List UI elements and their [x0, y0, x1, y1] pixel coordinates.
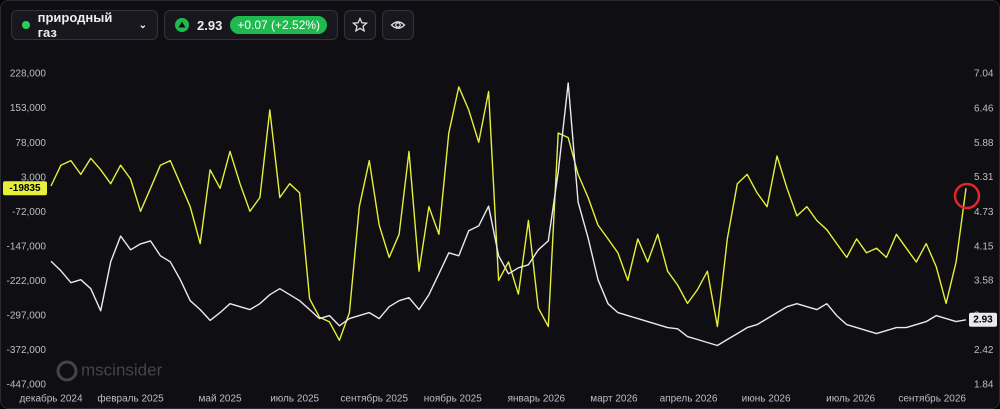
- x-tick-label: ноябрь 2025: [424, 393, 482, 405]
- series-line: [50, 82, 967, 347]
- y2-tick-label: 5.31: [974, 172, 994, 183]
- instrument-selector[interactable]: природный газ ⌄: [11, 10, 158, 40]
- y-tick-label: -72,000: [12, 207, 46, 218]
- toolbar: природный газ ⌄ 2.93 +0.07 (+2.52%): [11, 10, 415, 40]
- y2-tick-label: 7.04: [974, 69, 994, 80]
- x-tick-label: сентябрь 2026: [898, 393, 966, 405]
- y2-tick-label: 4.15: [974, 241, 994, 252]
- current-value-badge: [3, 181, 47, 196]
- favorite-button[interactable]: [344, 10, 377, 40]
- status-dot: [22, 21, 30, 29]
- instrument-name: природный газ: [37, 10, 113, 40]
- y-tick-label: -222,000: [7, 276, 47, 287]
- current-value-badge: [969, 312, 997, 327]
- chevron: ⌄: [138, 19, 147, 31]
- x-tick-label: сентябрь 2025: [340, 393, 408, 405]
- y-tick-label: -372,000: [7, 345, 47, 356]
- y-tick-label: 3,000: [21, 172, 46, 183]
- y2-tick-label: 1.84: [974, 380, 994, 391]
- current-value-label: -19835: [9, 183, 41, 194]
- series-line: [50, 86, 967, 341]
- star-icon: [352, 17, 369, 33]
- x-tick-label: апрель 2026: [660, 394, 718, 405]
- x-tick-label: январь 2026: [508, 394, 566, 405]
- y-tick-label: -297,000: [7, 311, 47, 322]
- eye-icon: [390, 21, 406, 29]
- watermark-text: mscinsider: [81, 360, 163, 379]
- y-tick-label: -447,000: [7, 380, 47, 391]
- watermark: mscinsider: [56, 360, 163, 382]
- price: 2.93: [197, 17, 223, 33]
- y-tick-label: -147,000: [7, 241, 47, 252]
- y-tick-label: 228,000: [10, 69, 47, 80]
- x-tick-label: июль 2025: [270, 394, 319, 405]
- x-tick-label: июль 2026: [826, 394, 875, 405]
- price-box: 2.93 +0.07 (+2.52%): [164, 10, 339, 40]
- price-change: +0.07 (+2.52%): [230, 16, 328, 34]
- x-tick-label: март 2026: [590, 394, 638, 405]
- y2-tick-label: 3.58: [974, 276, 994, 287]
- y2-tick-label: 2.42: [974, 345, 994, 356]
- y2-tick-label: 4.73: [974, 207, 994, 218]
- x-tick-label: февраль 2025: [97, 393, 164, 405]
- current-value-label: 2.93: [973, 314, 993, 325]
- y2-tick-label: 6.46: [974, 103, 994, 114]
- up-icon: [175, 18, 189, 32]
- x-tick-label: декабрь 2024: [19, 393, 83, 405]
- highlight-circle: [953, 182, 981, 210]
- visibility-button[interactable]: [382, 10, 415, 40]
- x-tick-label: июнь 2026: [742, 394, 791, 405]
- y2-tick-label: 5.88: [974, 138, 994, 149]
- y-tick-label: 78,000: [15, 138, 46, 149]
- y-tick-label: 153,000: [10, 103, 47, 114]
- x-tick-label: май 2025: [199, 394, 242, 405]
